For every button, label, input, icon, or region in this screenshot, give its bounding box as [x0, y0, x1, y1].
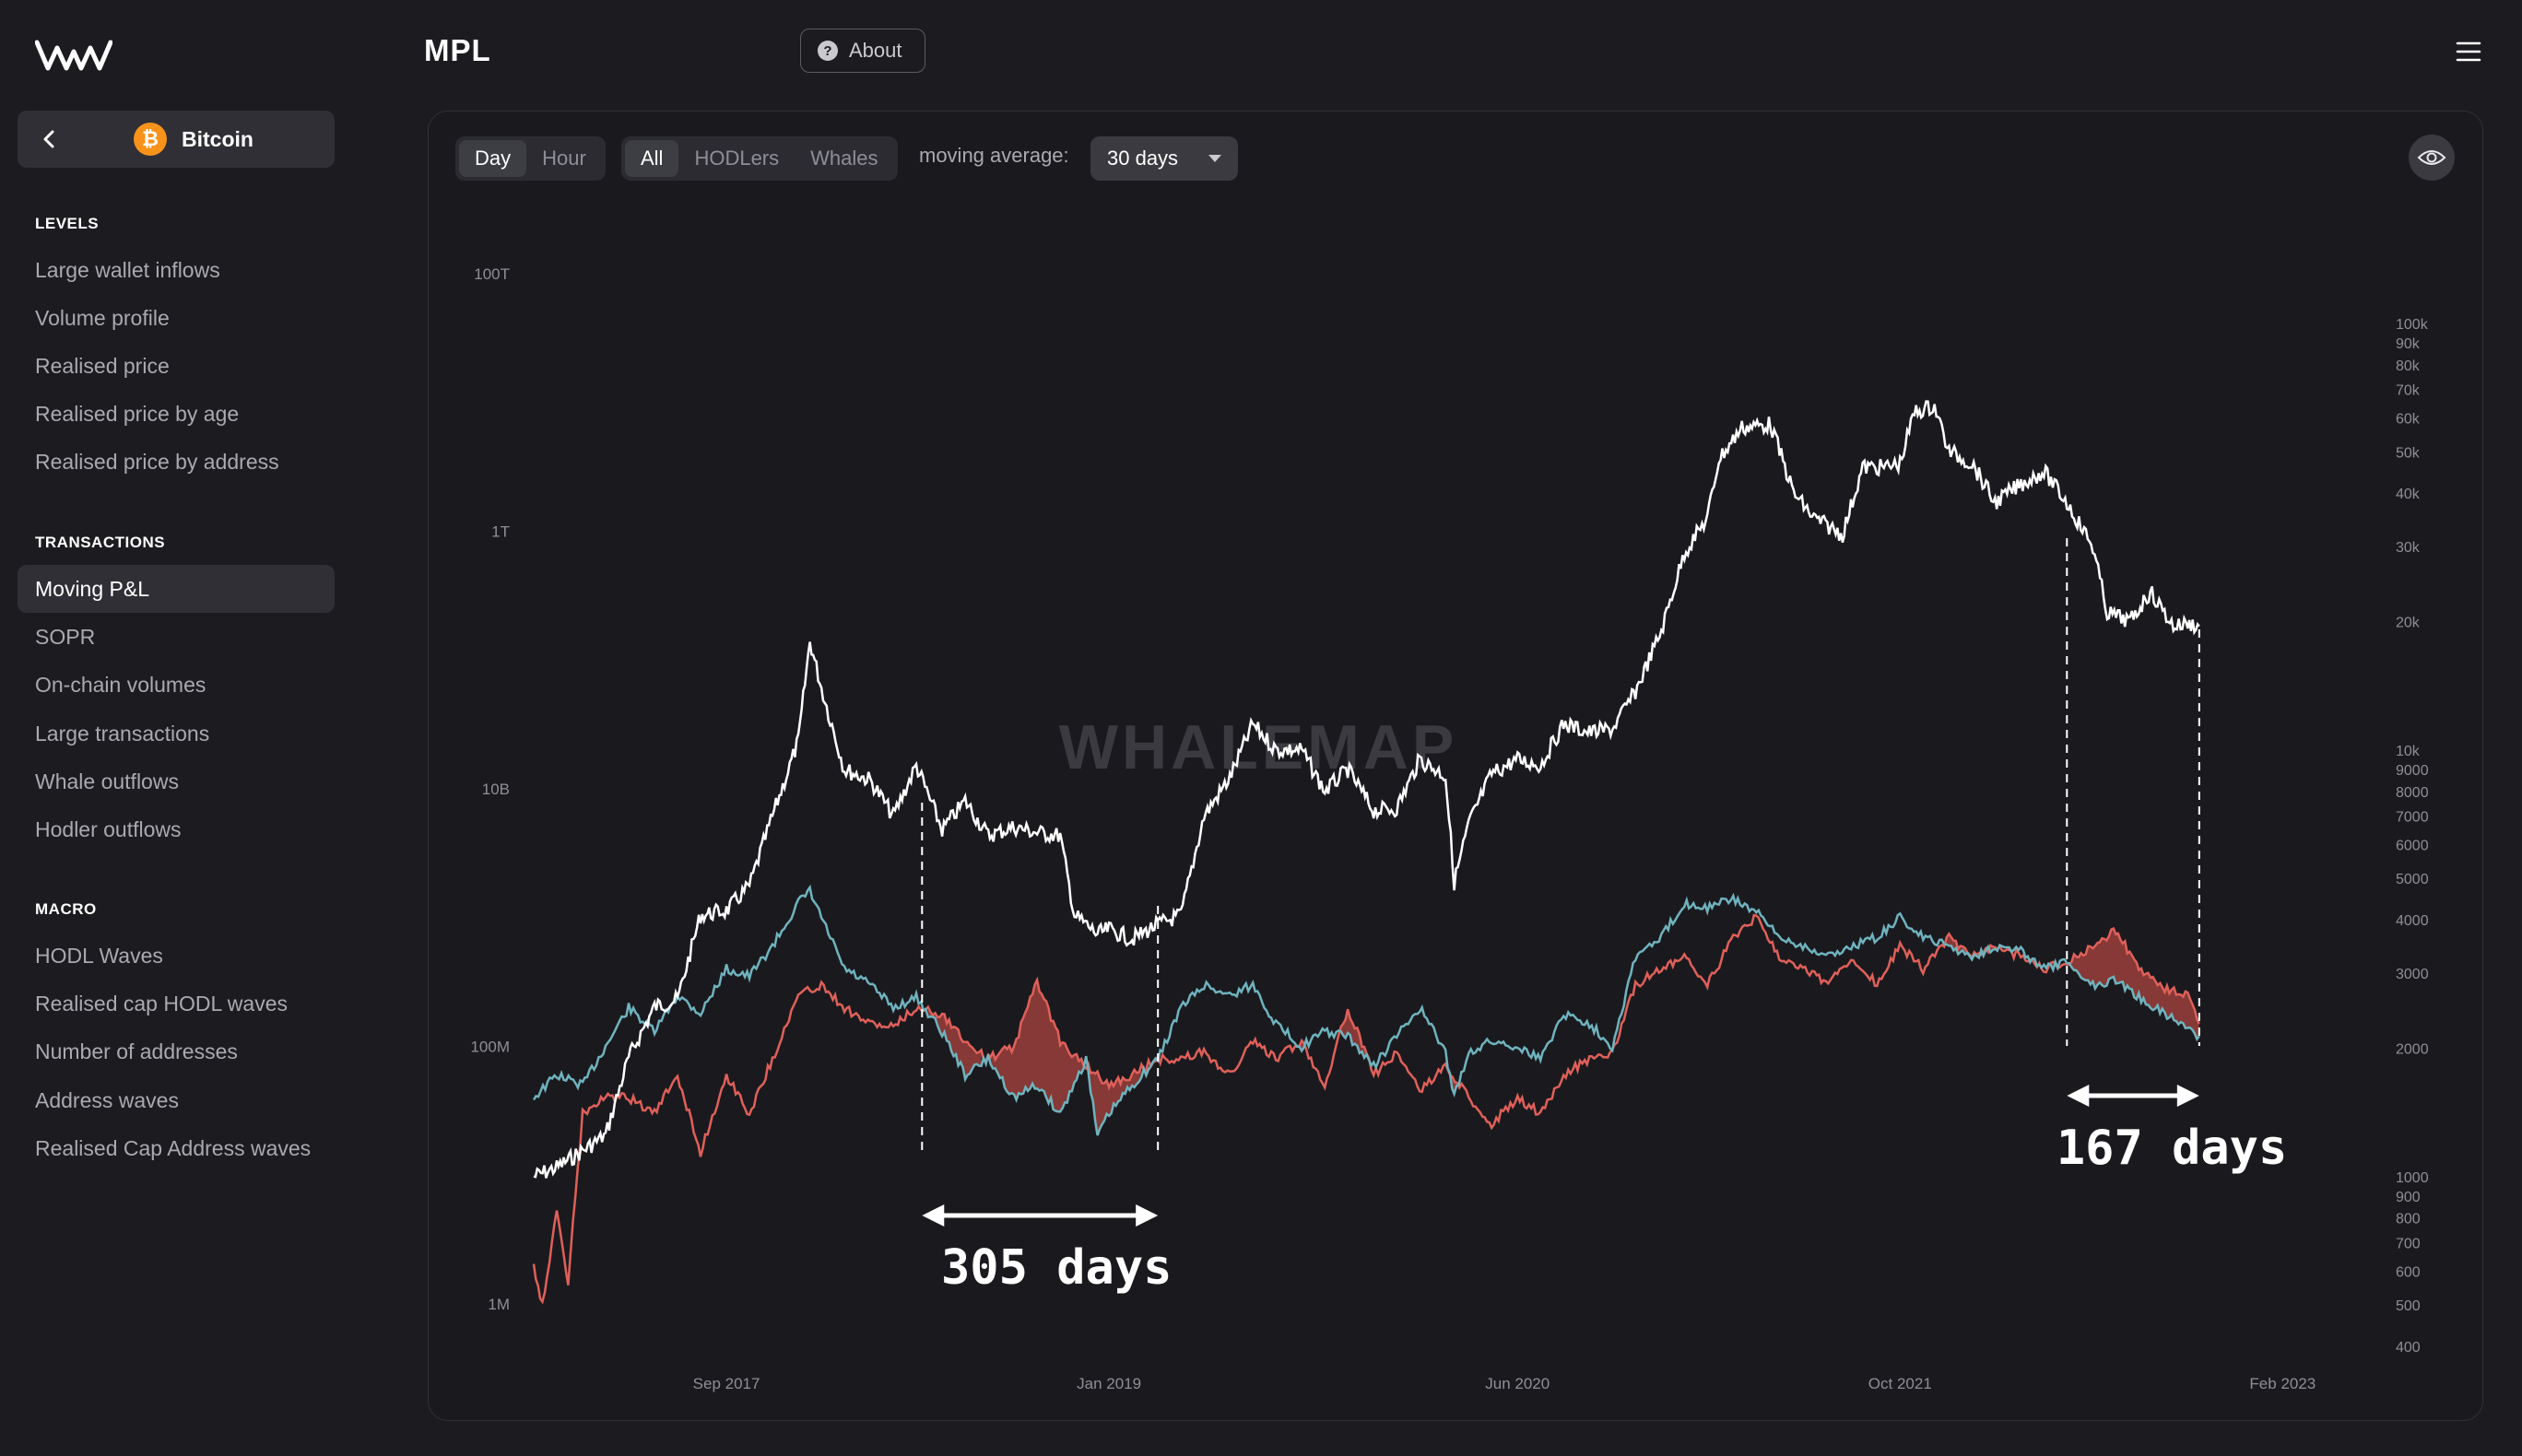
left-axis-tick-label: 1T — [491, 523, 510, 541]
right-axis-tick-label: 60k — [2396, 412, 2421, 428]
right-axis-tick-label: 1000 — [2396, 1170, 2429, 1186]
sidebar-item-sopr[interactable]: SOPR — [35, 625, 96, 649]
moving-average-value: 30 days — [1107, 147, 1179, 170]
right-axis-tick-label: 30k — [2396, 540, 2421, 556]
sidebar-item-number-of-addresses[interactable]: Number of addresses — [35, 1039, 238, 1063]
loss-dominance-area — [927, 1006, 982, 1080]
right-axis-tick-label: 3000 — [2396, 967, 2429, 982]
asset-name: Bitcoin — [182, 127, 253, 151]
right-axis-tick-label: 20k — [2396, 616, 2421, 631]
section-title-macro: MACRO — [35, 900, 97, 918]
annotation-arrow-head-left — [922, 1204, 945, 1227]
loss-dominance-area — [990, 980, 1084, 1112]
left-axis-tick-label: 10B — [482, 781, 510, 798]
about-label: About — [849, 39, 902, 62]
left-axis-tick-label: 100M — [470, 1039, 510, 1056]
left-axis-tick-label: 100T — [474, 265, 510, 283]
page-title: MPL — [424, 33, 491, 67]
right-axis-tick-label: 4000 — [2396, 913, 2429, 929]
sidebar-item-hodl-waves[interactable]: HODL Waves — [35, 944, 163, 968]
timeframe-toggle: Day Hour — [455, 136, 606, 181]
sidebar-item-realised-price[interactable]: Realised price — [35, 354, 170, 378]
series-line-price — [533, 400, 2200, 1179]
loss-dominance-area — [1088, 1063, 1142, 1136]
bitcoin-icon: ₿ — [134, 123, 167, 156]
series-line-moving-profit — [532, 884, 2200, 1136]
right-axis-tick-label: 10k — [2396, 744, 2421, 759]
sidebar-item-on-chain-volumes[interactable]: On-chain volumes — [35, 673, 206, 697]
right-axis-tick-label: 400 — [2396, 1340, 2421, 1356]
right-axis-tick-label: 600 — [2396, 1264, 2421, 1280]
sidebar-item-realised-price-by-age[interactable]: Realised price by age — [35, 402, 240, 426]
timeframe-option-day[interactable]: Day — [459, 140, 527, 177]
chart-panel: Day Hour All HODLers Whales moving avera… — [428, 111, 2483, 1421]
right-axis-tick-label: 900 — [2396, 1190, 2421, 1205]
annotation-arrow-head-right — [1136, 1204, 1159, 1227]
loss-dominance-area — [2071, 928, 2199, 1039]
visibility-toggle-button[interactable] — [2409, 135, 2455, 181]
right-axis-tick-label: 7000 — [2396, 810, 2429, 826]
sidebar-item-realised-price-by-address[interactable]: Realised price by address — [35, 450, 279, 474]
about-button[interactable]: ? About — [800, 29, 925, 73]
asset-selector-button[interactable]: ₿ Bitcoin — [18, 111, 335, 168]
right-axis-tick-label: 8000 — [2396, 785, 2429, 801]
eye-icon — [2417, 150, 2446, 165]
question-icon: ? — [818, 41, 838, 61]
moving-pnl-chart[interactable]: WHALEMAP 100T 1T 10B 100M 1M 100k 90k 80k 70k 60… — [429, 112, 2484, 1422]
section-title-levels: LEVELS — [35, 215, 100, 232]
whalemap-logo-icon[interactable] — [35, 37, 112, 74]
sidebar-item-volume-profile[interactable]: Volume profile — [35, 306, 170, 330]
sidebar-item-moving-pnl[interactable]: Moving P&L — [18, 565, 335, 613]
x-axis-tick-label: Oct 2021 — [1868, 1375, 1932, 1392]
moving-average-select[interactable]: 30 days — [1090, 136, 1238, 181]
cohort-option-whales[interactable]: Whales — [810, 147, 878, 170]
timeframe-option-hour[interactable]: Hour — [542, 147, 586, 170]
x-axis-tick-label: Sep 2017 — [693, 1375, 760, 1392]
hamburger-menu-icon[interactable] — [2456, 39, 2481, 65]
right-axis-tick-label: 70k — [2396, 383, 2421, 399]
sidebar-item-realised-cap-address-waves[interactable]: Realised Cap Address waves — [35, 1136, 312, 1160]
right-axis-tick-label: 80k — [2396, 358, 2421, 374]
caret-down-icon — [1208, 155, 1221, 162]
right-axis-tick-label: 50k — [2396, 445, 2421, 461]
right-axis-tick-label: 5000 — [2396, 872, 2429, 887]
left-axis-tick-label: 1M — [488, 1296, 510, 1313]
cohort-toggle: All HODLers Whales — [621, 136, 898, 181]
right-axis-tick-label: 40k — [2396, 487, 2421, 502]
chevron-left-icon[interactable] — [38, 127, 62, 151]
section-title-transactions: TRANSACTIONS — [35, 534, 166, 551]
annotation-label: 305 days — [941, 1240, 1172, 1296]
moving-average-label: moving average: — [919, 144, 1069, 167]
sidebar-item-large-wallet-inflows[interactable]: Large wallet inflows — [35, 258, 220, 282]
annotation-arrow-head-left — [2067, 1085, 2090, 1107]
x-axis-tick-label: Feb 2023 — [2249, 1375, 2316, 1392]
cohort-option-all[interactable]: All — [625, 140, 679, 177]
right-axis-tick-label: 500 — [2396, 1298, 2421, 1314]
series-line-moving-loss — [532, 913, 2200, 1305]
sidebar-item-realised-cap-hodl-waves[interactable]: Realised cap HODL waves — [35, 992, 288, 1016]
right-axis-tick-label: 6000 — [2396, 839, 2429, 854]
right-axis-tick-label: 9000 — [2396, 763, 2429, 779]
cohort-option-hodlers[interactable]: HODLers — [694, 147, 780, 170]
annotation-arrow-head-right — [2176, 1085, 2199, 1107]
right-axis-tick-label: 100k — [2396, 317, 2429, 333]
sidebar-item-whale-outflows[interactable]: Whale outflows — [35, 769, 179, 793]
right-axis-tick-label: 700 — [2396, 1236, 2421, 1251]
right-axis-tick-label: 2000 — [2396, 1041, 2429, 1057]
right-axis-tick-label: 800 — [2396, 1212, 2421, 1227]
sidebar-item-address-waves[interactable]: Address waves — [35, 1088, 179, 1112]
x-axis-tick-label: Jan 2019 — [1077, 1375, 1141, 1392]
x-axis-tick-label: Jun 2020 — [1485, 1375, 1550, 1392]
chart-watermark: WHALEMAP — [1059, 712, 1457, 782]
sidebar: ₿ Bitcoin LEVELS Large wallet inflows Vo… — [0, 0, 369, 1456]
right-axis-tick-label: 90k — [2396, 336, 2421, 352]
sidebar-item-large-transactions[interactable]: Large transactions — [35, 722, 210, 746]
sidebar-item-hodler-outflows[interactable]: Hodler outflows — [35, 817, 182, 841]
annotation-label: 167 days — [2056, 1121, 2287, 1176]
